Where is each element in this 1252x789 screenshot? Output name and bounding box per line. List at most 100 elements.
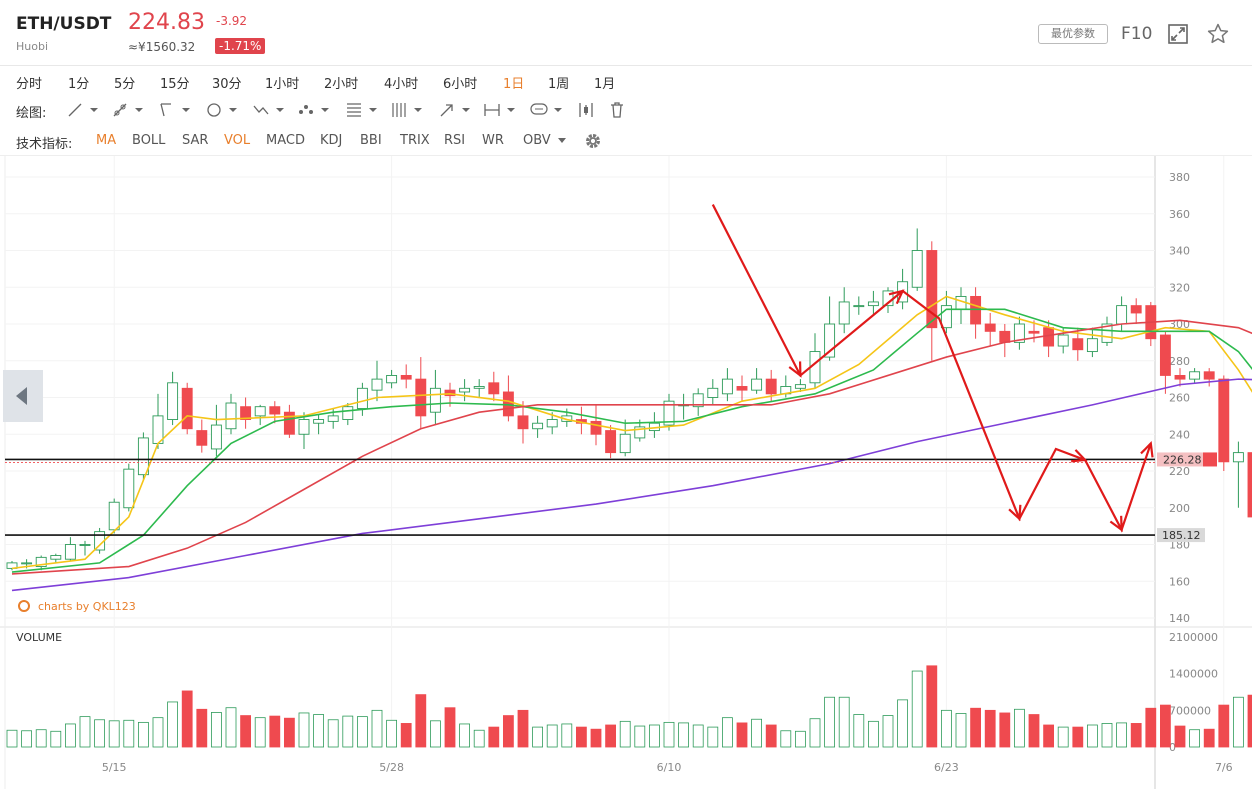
candle-body (327, 415, 339, 422)
change-percent-badge: -1.71% (215, 38, 266, 54)
scroll-left-button[interactable] (3, 370, 43, 422)
indicator-trix[interactable]: TRIX (400, 133, 430, 148)
candle-body (444, 389, 456, 397)
timeframe-1mo[interactable]: 1月 (594, 77, 616, 92)
candle-body (196, 430, 208, 446)
obv-dropdown-icon[interactable] (557, 137, 567, 145)
candle-body (356, 387, 368, 409)
candle-body (1116, 305, 1128, 325)
indicator-rsi[interactable]: RSI (444, 133, 466, 148)
candle-body (1232, 452, 1244, 463)
text-note-tool-icon[interactable] (530, 100, 564, 120)
settings-gear-icon[interactable] (583, 131, 603, 151)
timeframe-1d[interactable]: 1日 (503, 77, 525, 92)
best-params-button[interactable]: 最优参数 (1038, 24, 1108, 44)
indicator-obv[interactable]: OBV (523, 133, 551, 148)
volume-bar (210, 712, 222, 748)
volume-bar (327, 719, 339, 748)
candle-body (123, 468, 135, 509)
trash-icon[interactable] (609, 100, 625, 120)
volume-bar (108, 720, 120, 748)
fibonacci-tool-icon[interactable] (345, 100, 379, 120)
timeframe-6h[interactable]: 6小时 (443, 77, 478, 92)
candle-body (794, 384, 806, 389)
volume-bar (532, 726, 543, 748)
ticker-header: ETH/USDT Huobi 224.83 ≈¥1560.32 -3.92 -1… (0, 0, 1252, 66)
volume-bar (619, 720, 631, 748)
volume-bar (386, 719, 398, 748)
candle-body (736, 386, 748, 391)
timeframe-5m[interactable]: 5分 (114, 77, 136, 92)
timeframe-2h[interactable]: 2小时 (324, 77, 359, 92)
volume-bar (1145, 707, 1157, 748)
arrowhead-down (1008, 504, 1022, 522)
volume-bar (1247, 694, 1252, 748)
price-chart[interactable]: 1401601802002202402602803003203403603800… (0, 156, 1252, 789)
indicator-bar: 技术指标: MA BOLL SAR VOL MACD KDJ BBI TRIX … (0, 126, 1252, 156)
indicator-label: 技术指标: (16, 137, 73, 152)
price-tick-label: 260 (1169, 392, 1190, 405)
exchange-name: Huobi (16, 40, 49, 53)
arrowhead-down (1109, 515, 1123, 533)
indicator-kdj[interactable]: KDJ (320, 133, 343, 148)
volume-bar (911, 670, 923, 748)
candle-body (35, 556, 47, 567)
ma-line-ma5 (11, 295, 1252, 570)
current-price-label: 226.28 (1163, 453, 1202, 466)
volume-tick-label: 700000 (1169, 704, 1211, 717)
volume-bar (444, 707, 456, 748)
indicator-macd[interactable]: MACD (266, 133, 305, 148)
candle-tool-icon[interactable] (577, 100, 595, 120)
timeframe-15m[interactable]: 15分 (160, 77, 190, 92)
arrow-tool-icon[interactable] (438, 100, 472, 120)
fullscreen-icon[interactable] (1167, 23, 1189, 45)
favorite-star-icon[interactable] (1206, 22, 1230, 46)
volume-bar (429, 720, 441, 748)
circle-tool-icon[interactable] (205, 100, 239, 120)
volume-bar (356, 716, 368, 748)
chart-watermark: charts by QKL123 (18, 600, 136, 613)
timeframe-1m[interactable]: 1分 (68, 77, 90, 92)
timeframe-1w[interactable]: 1周 (548, 77, 570, 92)
volume-bar (663, 721, 675, 748)
volume-bar (1028, 714, 1040, 748)
current-price-badge-tail (1203, 452, 1217, 467)
volume-bar (137, 721, 149, 748)
timeframe-1h[interactable]: 1小时 (265, 77, 300, 92)
line-tool-icon[interactable] (66, 100, 100, 120)
f10-button[interactable]: F10 (1121, 24, 1153, 44)
gann-tool-icon[interactable] (390, 100, 424, 120)
volume-bar (196, 708, 208, 748)
drawing-label: 绘图: (16, 106, 47, 121)
indicator-sar[interactable]: SAR (182, 133, 209, 148)
candle-body (1203, 371, 1215, 380)
volume-tick-label: 0 (1169, 741, 1176, 754)
candle-body (824, 323, 836, 358)
candle-body (546, 419, 558, 428)
candle-body (765, 378, 777, 395)
indicator-ma[interactable]: MA (96, 133, 117, 148)
volume-bar (1072, 726, 1084, 748)
timeframe-30m[interactable]: 30分 (212, 77, 242, 92)
volume-bar (1087, 724, 1098, 748)
volume-bar (634, 725, 646, 748)
timeframe-4h[interactable]: 4小时 (384, 77, 419, 92)
indicator-boll[interactable]: BOLL (132, 133, 166, 148)
indicator-wr[interactable]: WR (482, 133, 504, 148)
indicator-bbi[interactable]: BBI (360, 133, 382, 148)
volume-bar (736, 722, 748, 748)
channel-tool-icon[interactable] (158, 100, 192, 120)
volume-bar (6, 729, 18, 748)
ray-tool-icon[interactable] (111, 100, 145, 120)
pattern-tool-icon[interactable] (297, 100, 331, 120)
candle-body (269, 406, 281, 415)
candle-body (1130, 305, 1142, 314)
date-tick-label: 5/15 (102, 761, 127, 774)
measure-tool-icon[interactable] (483, 100, 517, 120)
volume-bar (1014, 708, 1025, 748)
indicator-vol[interactable]: VOL (224, 133, 251, 148)
volume-bar (897, 699, 908, 748)
volume-bar (751, 718, 762, 748)
timeframe-fenshi[interactable]: 分时 (16, 77, 43, 92)
wave-tool-icon[interactable] (252, 100, 286, 120)
